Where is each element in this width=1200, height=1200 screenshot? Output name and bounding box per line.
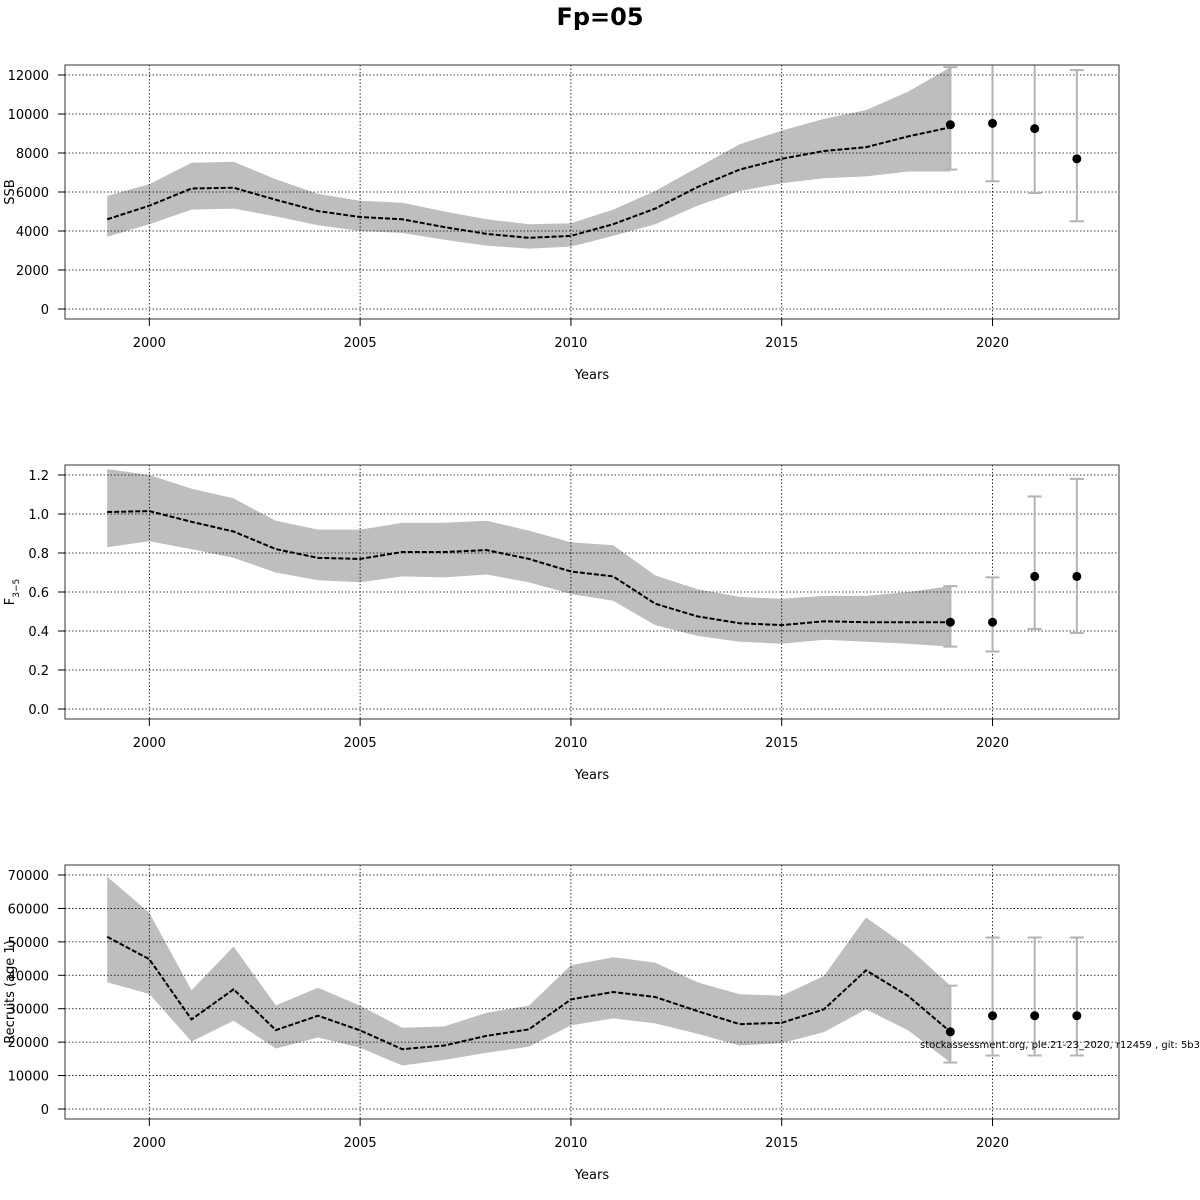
y-tick-label: 1.2	[28, 469, 49, 484]
forecast-point	[1072, 571, 1082, 581]
forecast-point	[945, 120, 955, 130]
confidence-band	[107, 876, 951, 1066]
x-tick-label: 2010	[554, 736, 587, 751]
x-tick-label: 2000	[133, 736, 166, 751]
forecast-point	[1030, 571, 1040, 581]
estimate-line	[107, 510, 951, 627]
y-tick-label: 0.8	[28, 547, 49, 562]
y-tick-label: 0	[41, 1103, 49, 1118]
plot-frame	[64, 864, 1120, 1120]
forecast-point	[988, 118, 998, 128]
y-tick-label: 20000	[8, 1036, 49, 1051]
panel-ssb: 2000 2005 2010 2015 2020 0 2000 4000 6000 8000 100…	[3, 64, 1120, 383]
y-tick-label: 1.0	[28, 508, 49, 523]
estimate-line	[106, 935, 952, 1051]
y-tick-label: 10000	[8, 108, 49, 123]
x-tick-label: 2010	[554, 336, 587, 351]
y-tick-label: 2000	[16, 264, 49, 279]
y-tick-label: 0.0	[28, 703, 49, 718]
y-tick-label: 0	[41, 303, 49, 318]
y-tick-label: 30000	[8, 1003, 49, 1018]
x-tick-label: 2020	[976, 1136, 1009, 1151]
y-tick-label: 6000	[16, 186, 49, 201]
forecast-point	[945, 617, 955, 627]
y-axis-label: F3−5	[3, 579, 22, 605]
estimate-line	[106, 126, 951, 239]
y-tick-label: 0.4	[28, 625, 49, 640]
forecast-point	[1030, 1011, 1040, 1021]
x-axis-label: Years	[574, 1168, 610, 1183]
y-tick-label: 10000	[8, 1070, 49, 1085]
y-tick-label: 40000	[8, 969, 49, 984]
chart-title: Fp=05	[556, 3, 644, 31]
y-tick-label: 12000	[8, 69, 49, 84]
y-tick-label: 4000	[16, 225, 49, 240]
y-tick-label: 8000	[16, 147, 49, 162]
x-tick-label: 2020	[976, 736, 1009, 751]
y-tick-label: 70000	[8, 869, 49, 884]
y-tick-label: 60000	[8, 902, 49, 917]
y-tick-label: 0.2	[28, 664, 49, 679]
panel-recruits: 2000 2005 2010 2015 2020 0 10000 20000 30000 4000…	[3, 864, 1120, 1183]
x-tick-label: 2020	[976, 336, 1009, 351]
x-tick-label: 2015	[765, 736, 798, 751]
confidence-band	[107, 469, 951, 647]
x-tick-label: 2010	[554, 1136, 587, 1151]
x-axis-label: Years	[574, 768, 610, 783]
x-tick-label: 2000	[133, 336, 166, 351]
y-tick-label: 50000	[8, 936, 49, 951]
confidence-band	[107, 67, 951, 249]
x-tick-label: 2005	[344, 336, 377, 351]
y-tick-label: 0.6	[28, 586, 49, 601]
forecast-point	[1072, 154, 1082, 164]
forecast-point	[988, 1011, 998, 1021]
x-tick-label: 2015	[765, 336, 798, 351]
x-tick-label: 2000	[133, 1136, 166, 1151]
footnote: stockassessment.org, ple.21-23_2020, r12…	[920, 1040, 1200, 1051]
x-tick-label: 2005	[344, 736, 377, 751]
forecast-point	[1030, 124, 1040, 134]
x-tick-label: 2005	[344, 1136, 377, 1151]
panel-fbar: 2000 2005 2010 2015 2020 0.0 0.2 0.4 0.6 0.8 1.0 1.…	[3, 464, 1120, 783]
x-axis-label: Years	[574, 368, 610, 383]
y-axis-label: Recruits (age 1)	[3, 940, 18, 1044]
x-tick-label: 2015	[765, 1136, 798, 1151]
forecast-point	[945, 1027, 955, 1037]
y-axis-label-subscript: 3−5	[12, 579, 22, 598]
y-axis-label: SSB	[3, 179, 18, 204]
forecast-point	[988, 617, 998, 627]
forecast-point	[1072, 1011, 1082, 1021]
